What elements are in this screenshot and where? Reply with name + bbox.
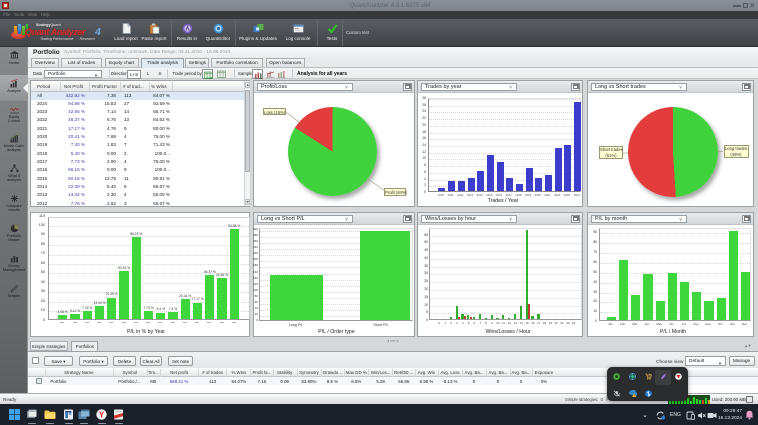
svg-text:Y: Y [99,410,105,419]
